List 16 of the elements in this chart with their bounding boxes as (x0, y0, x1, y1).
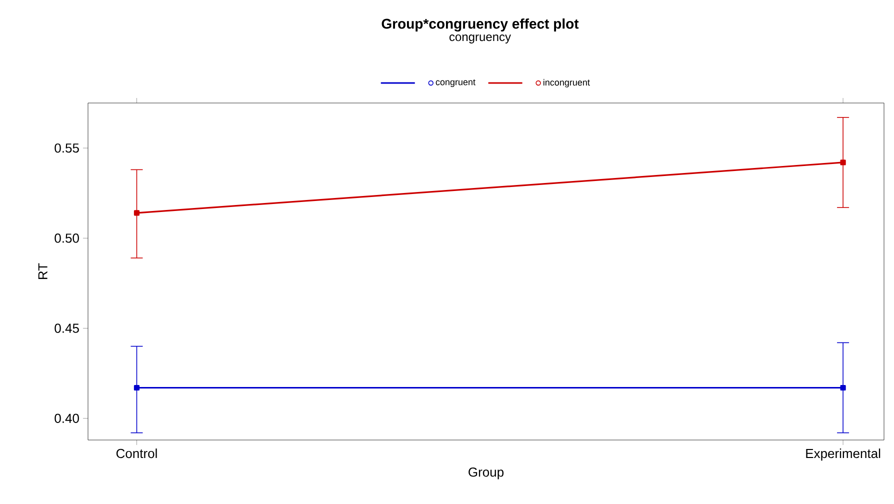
y-tick-label: 0.50 (54, 234, 79, 243)
chart-title: Group*congruency effect plot (382, 18, 579, 32)
x-axis-title: Group (468, 468, 504, 480)
point (134, 210, 140, 216)
point (840, 384, 846, 391)
x-tick-label: Control (116, 448, 157, 458)
legend-label: congruent (436, 79, 476, 88)
y-tick-label: 0.55 (54, 143, 79, 153)
y-tick-label: 0.40 (54, 414, 79, 423)
y-tick-label: 0.45 (54, 324, 79, 333)
legend-label: incongruent (543, 78, 590, 88)
legend-title: congruency (449, 34, 511, 44)
x-tick-label: Experimental (806, 448, 880, 461)
point (840, 160, 846, 166)
point (134, 384, 140, 391)
y-axis-title: RT (38, 263, 48, 279)
